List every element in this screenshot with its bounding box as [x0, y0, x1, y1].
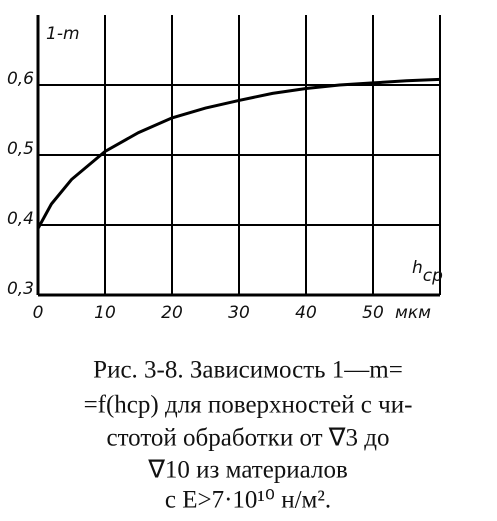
y-tick-label: 0,5: [7, 139, 34, 159]
x-tick-label: 20: [161, 303, 183, 323]
y-tick-label: 0,6: [7, 69, 34, 89]
data-line: [36, 77, 441, 230]
caption-line: ∇10 из материалов: [147, 457, 348, 484]
y-axis-label: 1-m: [46, 24, 80, 44]
x-tick-label: 0: [33, 303, 44, 323]
caption-line: =f(hср) для поверхностей с чи-: [84, 392, 413, 419]
x-tick-label: 30: [228, 303, 250, 323]
y-tick-label: 0,4: [7, 209, 34, 229]
x-label-symbol: h: [412, 258, 423, 278]
y-tick-label: 0,3: [7, 279, 34, 299]
caption-line: с E>7·10¹⁰ н/м².: [165, 487, 331, 514]
x-tick-label: 10: [94, 303, 116, 323]
caption-line: Рис. 3-8. Зависимость 1—m=: [93, 357, 403, 384]
x-tick-label: 40: [295, 303, 317, 323]
x-axis-label: hср: [412, 258, 443, 286]
x-tick-label: 50: [362, 303, 384, 323]
x-label-subscript: ср: [423, 266, 443, 286]
caption-line: стотой обработки от ∇3 до: [106, 425, 389, 452]
x-unit: мкм: [395, 303, 431, 323]
